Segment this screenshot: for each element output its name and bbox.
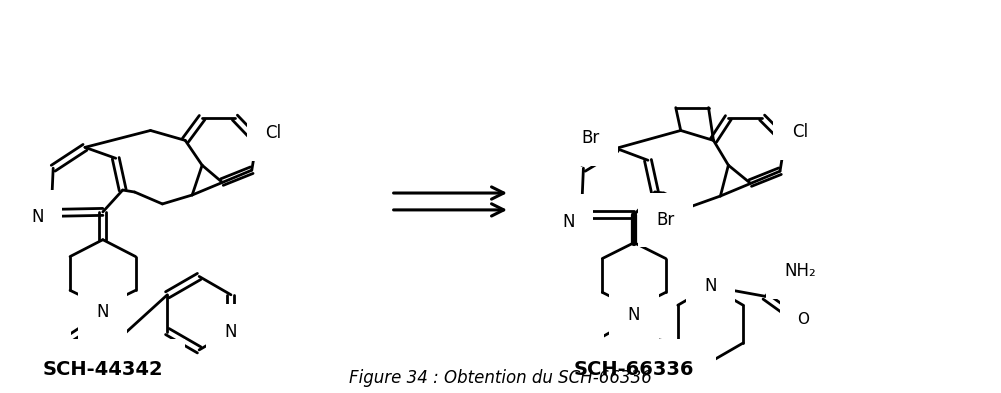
Text: Figure 34 : Obtention du SCH-66336: Figure 34 : Obtention du SCH-66336 <box>348 369 652 387</box>
Text: SCH-44342: SCH-44342 <box>42 360 163 379</box>
Text: N: N <box>628 306 641 324</box>
Text: N: N <box>224 323 237 341</box>
Text: O: O <box>797 312 809 327</box>
Text: N: N <box>705 277 717 296</box>
Text: NH₂: NH₂ <box>784 263 816 281</box>
Text: N: N <box>31 208 44 226</box>
Text: N: N <box>563 213 575 231</box>
Text: SCH-66336: SCH-66336 <box>574 360 695 379</box>
Text: O: O <box>40 345 53 363</box>
Text: O: O <box>573 346 586 364</box>
Text: Br: Br <box>581 129 600 147</box>
Text: Cl: Cl <box>265 125 281 142</box>
Text: Cl: Cl <box>792 123 808 141</box>
Text: N: N <box>96 303 109 321</box>
Text: Br: Br <box>657 211 675 229</box>
